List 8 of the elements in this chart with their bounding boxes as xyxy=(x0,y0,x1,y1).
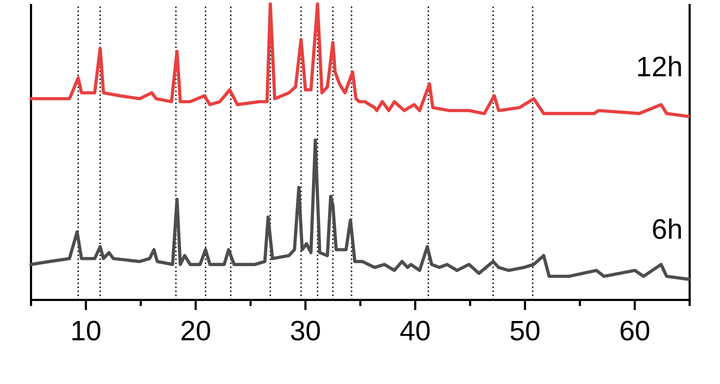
x-tick-label: 10 xyxy=(72,320,100,341)
x-tick-label: 30 xyxy=(290,320,320,341)
series-label: 6h xyxy=(653,218,681,239)
series-label: 12h xyxy=(638,56,681,76)
x-tick-label: 40 xyxy=(400,320,430,341)
x-tick-label: 50 xyxy=(510,320,540,341)
x-tick-label: 60 xyxy=(620,320,650,341)
x-tick-label: 20 xyxy=(182,320,210,341)
